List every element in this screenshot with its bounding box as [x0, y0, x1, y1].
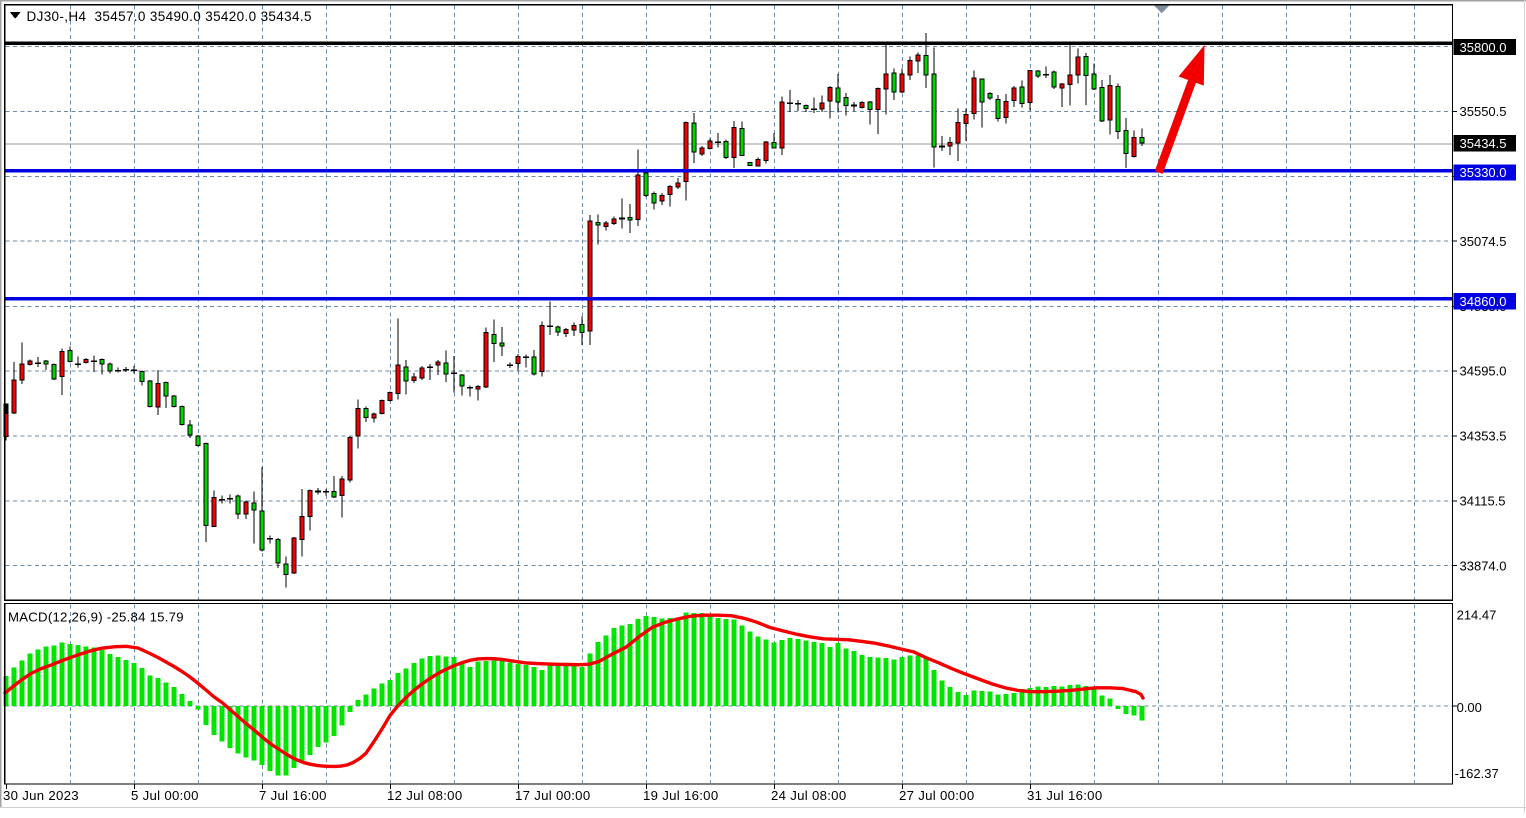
svg-text:5 Jul 00:00: 5 Jul 00:00	[131, 788, 199, 803]
svg-text:30 Jun 2023: 30 Jun 2023	[3, 788, 79, 803]
svg-text:35800.0: 35800.0	[1460, 40, 1507, 55]
svg-text:24 Jul 08:00: 24 Jul 08:00	[771, 788, 846, 803]
svg-text:35434.5: 35434.5	[1460, 136, 1507, 151]
svg-text:-162.37: -162.37	[1455, 766, 1499, 781]
svg-text:34115.5: 34115.5	[1460, 493, 1506, 508]
svg-text:MACD(12,26,9) -25.84 15.79: MACD(12,26,9) -25.84 15.79	[8, 610, 184, 625]
svg-text:35074.5: 35074.5	[1460, 234, 1507, 249]
svg-text:34353.5: 34353.5	[1460, 429, 1507, 444]
svg-text:35550.5: 35550.5	[1460, 104, 1507, 119]
svg-text:0.00: 0.00	[1457, 700, 1482, 715]
svg-text:214.47: 214.47	[1457, 608, 1497, 623]
svg-text:33874.0: 33874.0	[1460, 558, 1507, 573]
svg-text:19 Jul 16:00: 19 Jul 16:00	[643, 788, 718, 803]
svg-text:35330.0: 35330.0	[1460, 165, 1507, 180]
svg-text:27 Jul 00:00: 27 Jul 00:00	[899, 788, 974, 803]
svg-text:DJ30-,H4 35457.0 35490.0 3542: DJ30-,H4 35457.0 35490.0 35420.0 35434.5	[27, 9, 312, 24]
svg-text:12 Jul 08:00: 12 Jul 08:00	[387, 788, 462, 803]
svg-text:34595.0: 34595.0	[1460, 364, 1507, 379]
svg-text:31 Jul 16:00: 31 Jul 16:00	[1027, 788, 1102, 803]
svg-text:7 Jul 16:00: 7 Jul 16:00	[259, 788, 327, 803]
svg-text:34860.0: 34860.0	[1460, 294, 1507, 309]
svg-text:17 Jul 00:00: 17 Jul 00:00	[515, 788, 590, 803]
